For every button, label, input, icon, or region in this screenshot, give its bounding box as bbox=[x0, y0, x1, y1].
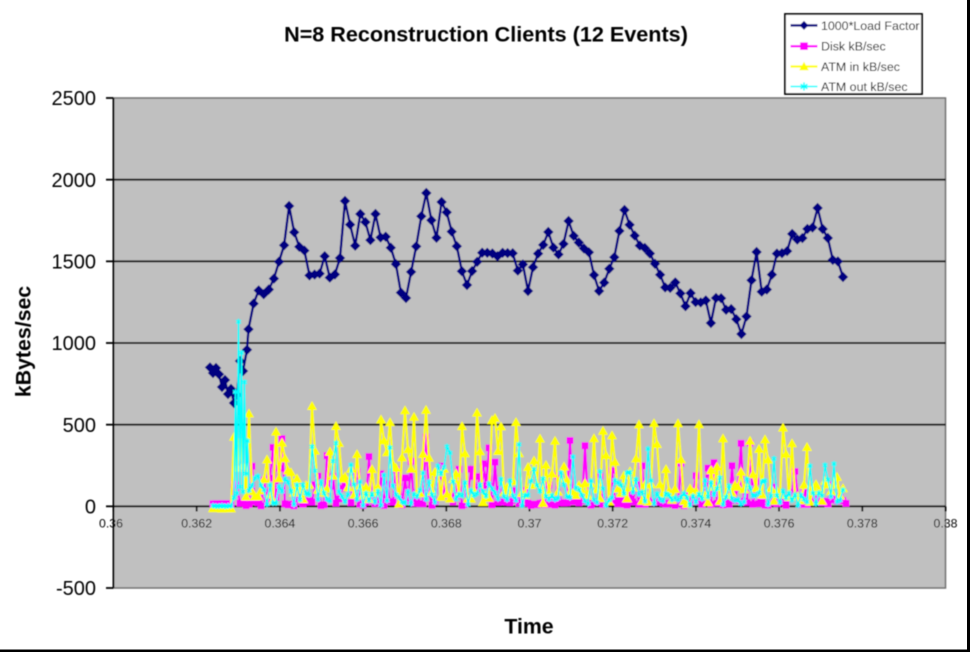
svg-text:2000: 2000 bbox=[52, 170, 97, 192]
svg-text:Disk kB/sec: Disk kB/sec bbox=[821, 40, 886, 54]
svg-text:kBytes/sec: kBytes/sec bbox=[12, 286, 36, 397]
svg-text:0.36: 0.36 bbox=[99, 517, 123, 531]
svg-text:0.37: 0.37 bbox=[518, 517, 542, 531]
svg-text:1000: 1000 bbox=[52, 333, 97, 355]
svg-text:0.372: 0.372 bbox=[597, 517, 628, 531]
svg-text:0.378: 0.378 bbox=[847, 517, 878, 531]
svg-text:0.366: 0.366 bbox=[348, 517, 379, 531]
svg-text:0.362: 0.362 bbox=[181, 517, 212, 531]
svg-text:500: 500 bbox=[63, 415, 96, 437]
svg-text:0.364: 0.364 bbox=[265, 517, 296, 531]
svg-text:2500: 2500 bbox=[52, 88, 97, 110]
svg-text:N=8 Reconstruction Clients (12: N=8 Reconstruction Clients (12 Events) bbox=[284, 22, 688, 47]
svg-text:0.374: 0.374 bbox=[681, 517, 712, 531]
svg-text:0.38: 0.38 bbox=[934, 517, 958, 531]
svg-text:-500: -500 bbox=[56, 578, 96, 600]
svg-text:1000*Load Factor: 1000*Load Factor bbox=[821, 19, 920, 33]
svg-text:Time: Time bbox=[504, 615, 553, 639]
svg-text:1500: 1500 bbox=[52, 252, 97, 274]
svg-text:ATM in kB/sec: ATM in kB/sec bbox=[821, 60, 900, 74]
svg-text:0.368: 0.368 bbox=[431, 517, 462, 531]
svg-text:0.376: 0.376 bbox=[764, 517, 795, 531]
svg-text:0: 0 bbox=[85, 497, 96, 519]
svg-text:ATM out kB/sec: ATM out kB/sec bbox=[821, 80, 908, 94]
